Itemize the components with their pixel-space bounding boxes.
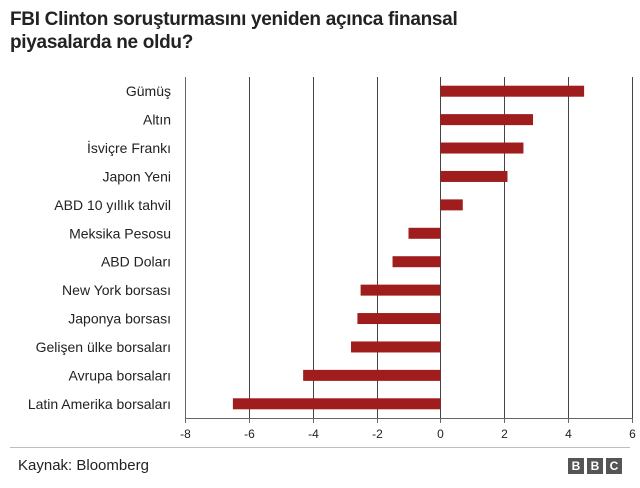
- bar: [440, 199, 463, 211]
- bar: [440, 170, 508, 182]
- x-tick-label: -6: [244, 427, 255, 441]
- category-label: İsviçre Frankı: [87, 139, 171, 156]
- category-label: Meksika Pesosu: [69, 225, 171, 241]
- bar: [357, 313, 441, 325]
- bar: [360, 284, 441, 296]
- x-tick-label: 4: [565, 427, 572, 441]
- category-label: Altın: [143, 112, 171, 128]
- x-tick-label: 0: [437, 427, 444, 441]
- bar: [303, 369, 441, 381]
- bbc-logo-letter: B: [568, 458, 584, 474]
- x-tick-label: -2: [372, 427, 383, 441]
- bbc-logo: B B C: [568, 458, 622, 474]
- category-label: Avrupa borsaları: [69, 367, 171, 383]
- footer-divider: [10, 447, 630, 448]
- chart-title: FBI Clinton soruşturmasını yeniden açınc…: [10, 9, 458, 53]
- category-label: Japonya borsası: [68, 311, 171, 327]
- source-label: Kaynak: Bloomberg: [18, 457, 149, 474]
- bar: [440, 142, 524, 154]
- x-tick-label: -4: [308, 427, 319, 441]
- bbc-logo-letter: B: [587, 458, 603, 474]
- bar: [351, 341, 441, 353]
- bar: [392, 256, 441, 268]
- x-tick-label: -8: [180, 427, 191, 441]
- category-label: Gelişen ülke borsaları: [36, 339, 171, 355]
- bar: [440, 85, 585, 97]
- category-label: Latin Amerika borsaları: [28, 396, 171, 412]
- category-label: ABD Doları: [101, 254, 171, 270]
- bar: [408, 227, 441, 239]
- bar: [440, 114, 534, 126]
- category-label: Japon Yeni: [102, 168, 171, 184]
- category-label: ABD 10 yıllık tahvil: [54, 197, 171, 213]
- x-tick-label: 6: [629, 427, 636, 441]
- x-tick-label: 2: [501, 427, 508, 441]
- category-label: New York borsası: [62, 282, 171, 298]
- category-label: Gümüş: [126, 83, 171, 99]
- bar: [232, 398, 441, 410]
- bbc-logo-letter: C: [606, 458, 622, 474]
